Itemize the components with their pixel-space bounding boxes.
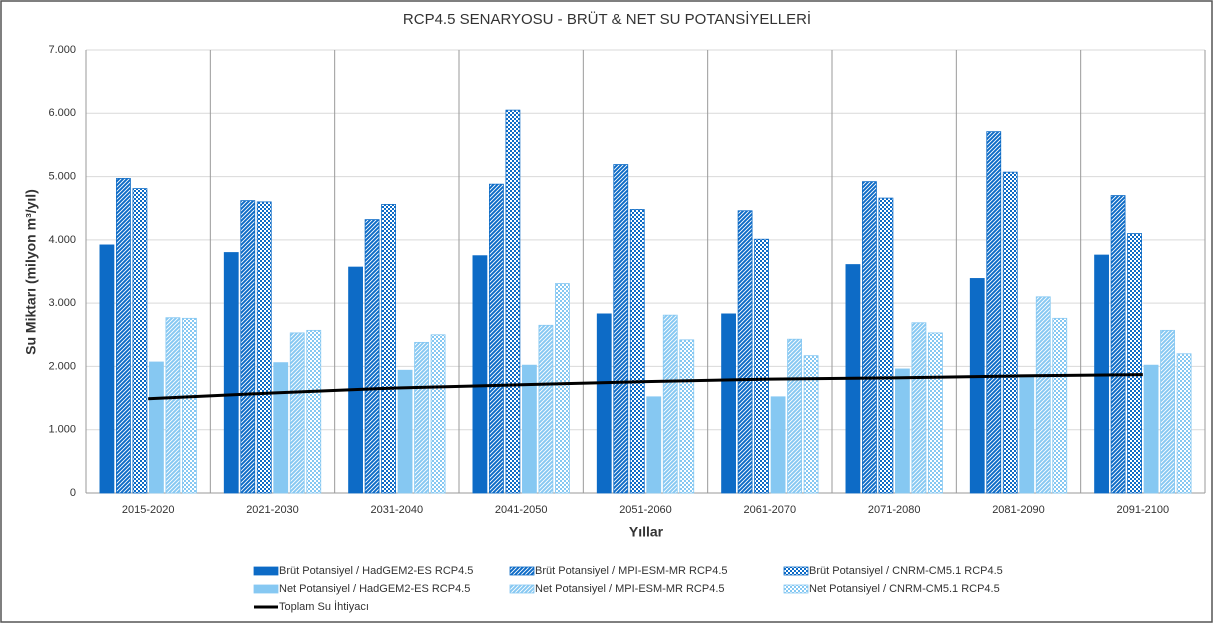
bar (721, 313, 736, 494)
y-tick-label: 2.000 (48, 360, 76, 372)
bar (1143, 364, 1159, 494)
y-tick-label: 0 (70, 487, 76, 499)
bar (986, 131, 1002, 494)
legend-swatch (783, 584, 809, 594)
y-tick-label: 6.000 (48, 107, 76, 119)
legend-swatch (253, 584, 279, 594)
bar (397, 369, 413, 494)
bar (538, 324, 554, 494)
x-tick-label: 2061-2070 (744, 504, 797, 516)
bar (381, 204, 396, 494)
bar (505, 109, 521, 494)
x-tick-label: 2015-2020 (122, 504, 175, 516)
bar (489, 183, 504, 494)
bar (472, 255, 488, 494)
x-tick-label: 2021-2030 (246, 504, 299, 516)
x-tick-label: 2051-2060 (619, 504, 672, 516)
bar (596, 313, 612, 494)
legend-label: Brüt Potansiyel / MPI-ESM-MR RCP4.5 (535, 565, 728, 577)
bar (928, 332, 943, 494)
bar (770, 396, 786, 494)
legend-swatch (253, 566, 279, 576)
bar (132, 188, 148, 494)
bar (289, 332, 305, 494)
bar (629, 209, 645, 494)
bar (223, 252, 239, 494)
legend-label: Brüt Potansiyel / HadGEM2-ES RCP4.5 (279, 565, 473, 577)
x-tick-label: 2041-2050 (495, 504, 548, 516)
bar (1002, 171, 1018, 494)
y-tick-label: 5.000 (48, 170, 76, 182)
bar (803, 355, 819, 494)
bar (99, 244, 115, 494)
bar (662, 314, 678, 494)
y-tick-label: 1.000 (48, 424, 76, 436)
legend-label: Net Potansiyel / HadGEM2-ES RCP4.5 (279, 583, 470, 595)
bar (613, 164, 629, 494)
bar (165, 317, 181, 494)
chart-title: RCP4.5 SENARYOSU - BRÜT & NET SU POTANSİ… (403, 10, 811, 28)
bar (256, 201, 272, 494)
bar (679, 339, 695, 494)
bar (737, 210, 753, 494)
legend-swatch (509, 566, 535, 576)
bar (1160, 329, 1175, 494)
bar (878, 197, 894, 494)
y-tick-label: 7.000 (48, 44, 76, 56)
legend-label: Brüt Potansiyel / CNRM-CM5.1 RCP4.5 (809, 565, 1003, 577)
bar (1052, 317, 1068, 494)
bar (273, 362, 289, 494)
bar (555, 283, 570, 494)
x-tick-label: 2031-2040 (371, 504, 424, 516)
x-axis-label: Yıllar (629, 524, 664, 540)
bar (969, 278, 985, 494)
bar (522, 364, 537, 494)
bar (862, 181, 877, 494)
bar (911, 322, 927, 494)
bar (306, 329, 322, 494)
bar (787, 338, 802, 494)
legend-label: Net Potansiyel / MPI-ESM-MR RCP4.5 (535, 583, 725, 595)
x-tick-label: 2071-2080 (868, 504, 921, 516)
legend-swatch (783, 566, 809, 576)
bar (364, 219, 380, 494)
line-series (148, 373, 1143, 401)
bar (149, 361, 164, 494)
bar (1176, 353, 1192, 494)
bar (1110, 195, 1126, 494)
y-axis-label: Su Miktarı (milyon m³/yıl) (23, 189, 39, 355)
y-tick-label: 3.000 (48, 297, 76, 309)
y-tick-label: 4.000 (48, 234, 76, 246)
legend-label: Toplam Su İhtiyacı (279, 600, 369, 613)
bar (754, 238, 769, 494)
bar (1019, 376, 1035, 494)
bar (646, 396, 662, 494)
bar (240, 200, 256, 494)
bar (430, 334, 446, 494)
bar (182, 317, 197, 494)
legend-swatch (509, 584, 535, 594)
bar (116, 178, 131, 494)
bar (414, 341, 429, 494)
legend-label: Net Potansiyel / CNRM-CM5.1 RCP4.5 (809, 583, 1000, 595)
bar (895, 368, 910, 494)
x-tick-label: 2091-2100 (1117, 504, 1170, 516)
x-tick-label: 2081-2090 (992, 504, 1045, 516)
bar (1035, 296, 1051, 494)
bar (348, 266, 363, 494)
bar (1127, 233, 1142, 494)
